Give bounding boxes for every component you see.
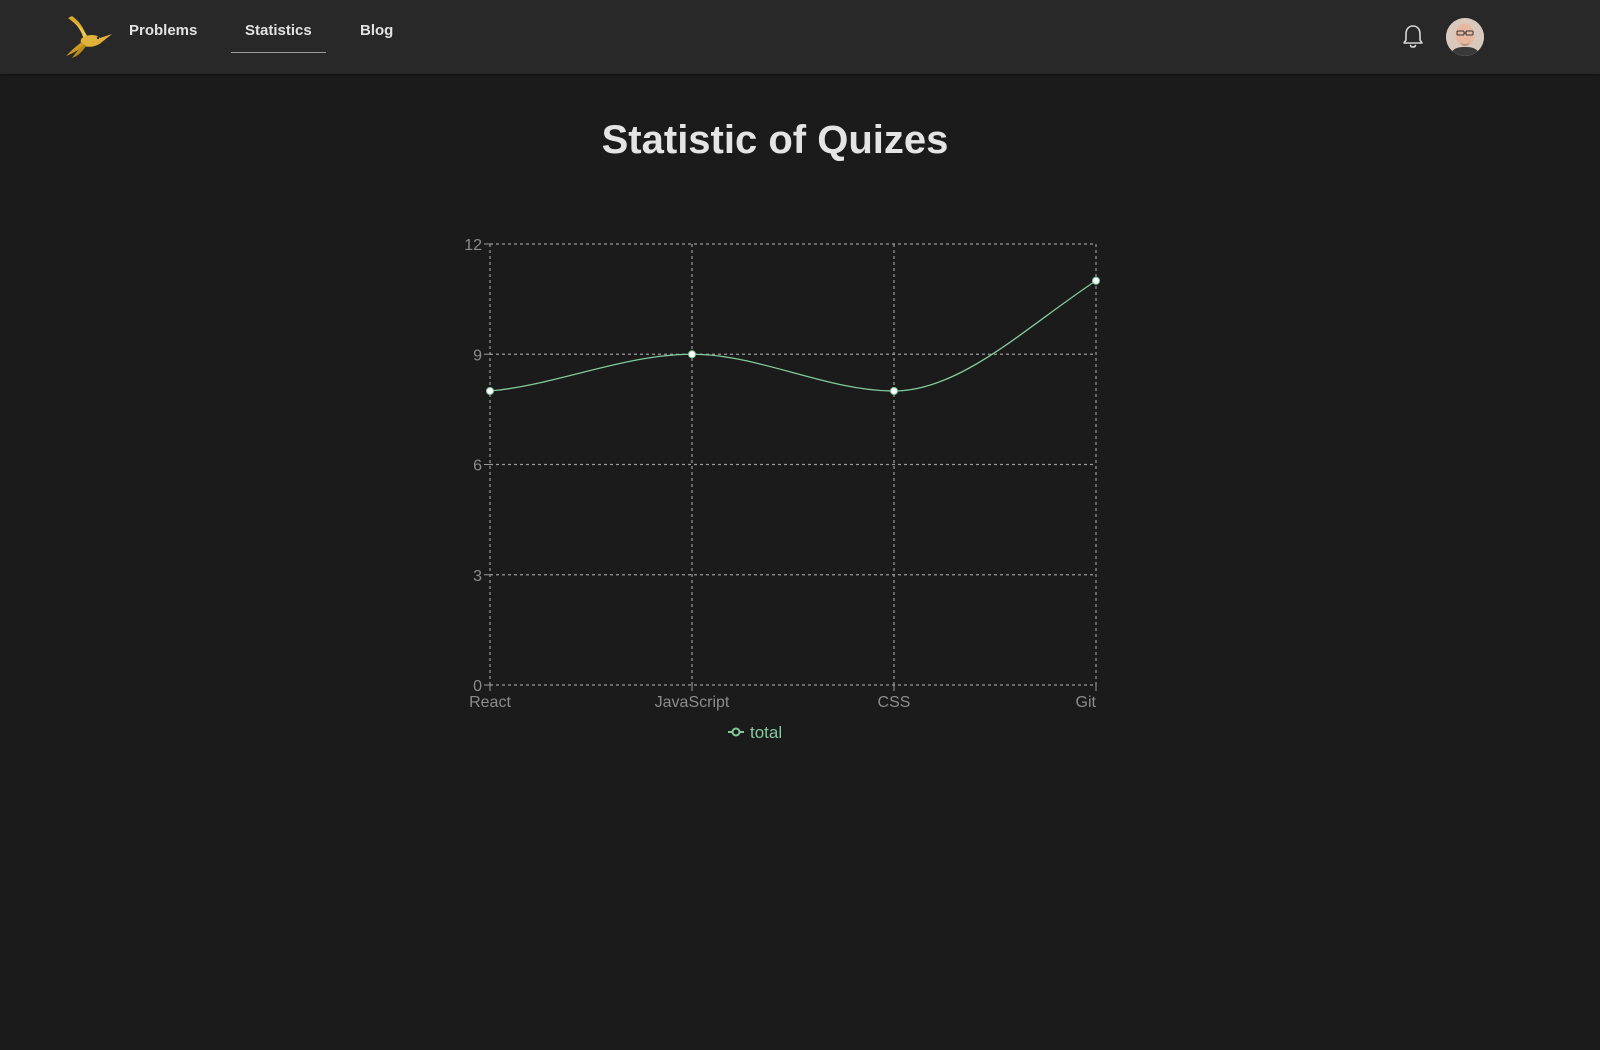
quiz-statistics-chart: 0 3 6 9 12 React JavaScript CSS Git total — [440, 230, 1140, 770]
nav-link-statistics[interactable]: Statistics — [231, 22, 326, 53]
x-tick-label: JavaScript — [655, 694, 730, 711]
x-tick-label: React — [469, 694, 511, 711]
series-line-total — [489, 280, 1097, 392]
data-point[interactable] — [1092, 276, 1100, 285]
y-tick-label: 3 — [473, 568, 482, 585]
top-navbar: Problems Statistics Blog — [0, 0, 1600, 74]
hummingbird-logo-icon[interactable] — [62, 14, 114, 60]
nav-link-blog[interactable]: Blog — [360, 22, 394, 39]
y-tick-label: 6 — [473, 458, 482, 475]
bell-icon[interactable] — [1400, 23, 1426, 51]
legend-label[interactable]: total — [750, 723, 782, 742]
y-tick-label: 0 — [473, 678, 482, 695]
legend-dot-marker — [731, 727, 741, 737]
x-tick-label: Git — [1076, 694, 1097, 711]
y-tick-label: 9 — [473, 347, 482, 364]
data-point[interactable] — [890, 387, 898, 395]
user-avatar[interactable] — [1446, 18, 1484, 56]
line-chart: 0 3 6 9 12 React JavaScript CSS Git total — [464, 237, 1100, 742]
data-point[interactable] — [486, 387, 494, 395]
page-title: Statistic of Quizes — [601, 118, 949, 162]
data-point[interactable] — [688, 350, 696, 359]
y-tick-label: 12 — [464, 237, 482, 254]
nav-link-problems[interactable]: Problems — [129, 22, 198, 39]
x-tick-label: CSS — [878, 694, 911, 711]
